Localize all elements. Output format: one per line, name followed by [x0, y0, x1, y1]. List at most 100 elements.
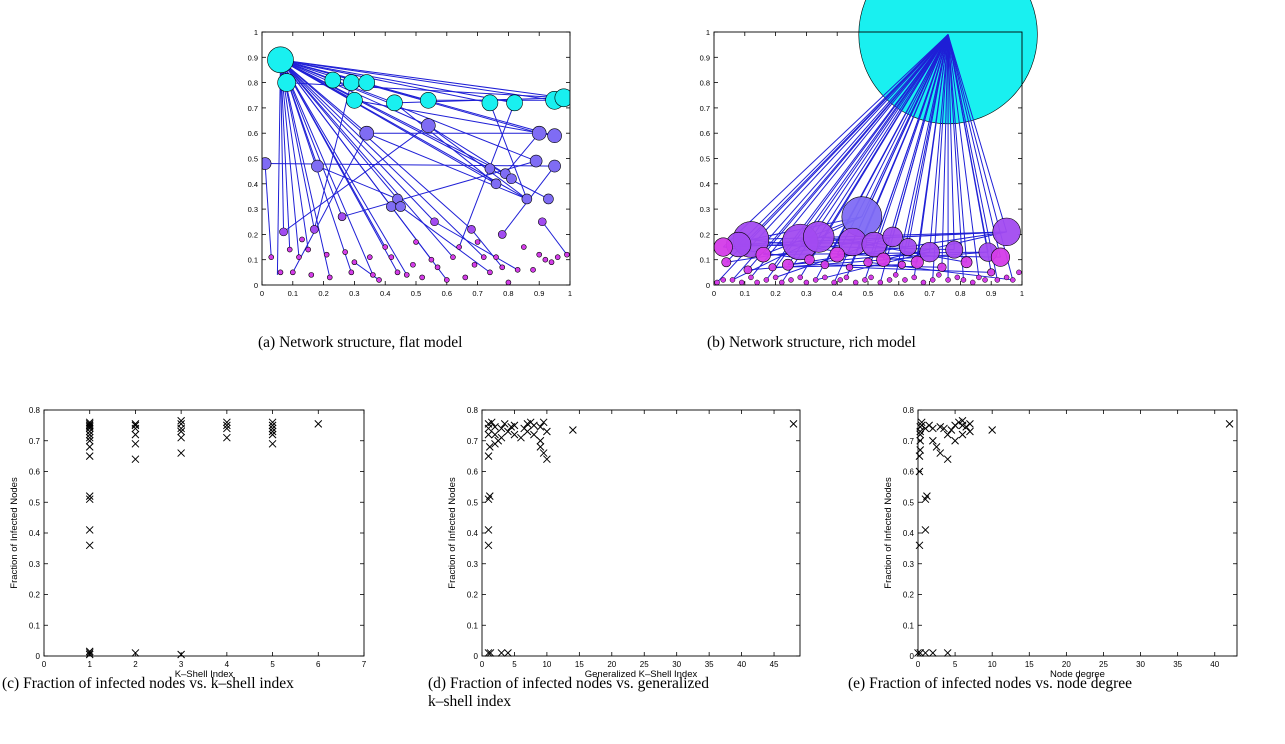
- network-node: [403, 272, 410, 278]
- y-tick-label: 0.5: [700, 155, 710, 164]
- network-edge: [280, 59, 491, 104]
- network-node: [326, 274, 333, 281]
- y-tick-label: 0.9: [248, 53, 258, 62]
- x-tick-label: 15: [575, 660, 584, 669]
- x-tick-label: 0.3: [349, 289, 359, 298]
- network-edge: [818, 34, 949, 238]
- network-edge: [280, 59, 386, 248]
- y-tick-label: 0.1: [248, 256, 258, 265]
- x-tick-label: 25: [1099, 660, 1108, 669]
- data-point-marker: [569, 426, 577, 434]
- network-node: [772, 274, 779, 281]
- network-node: [323, 251, 330, 258]
- data-point-marker: [923, 492, 931, 500]
- plot-frame: [43, 409, 365, 657]
- network-edge: [489, 168, 549, 200]
- data-point-marker: [268, 430, 277, 439]
- network-node: [843, 274, 850, 281]
- x-tick-label: 0: [260, 289, 264, 298]
- x-tick-label: 7: [362, 660, 367, 669]
- x-tick-label: 0: [916, 660, 921, 669]
- network-edge: [265, 163, 555, 167]
- data-point-marker: [539, 449, 548, 457]
- network-node: [413, 239, 419, 245]
- network-edge: [815, 251, 930, 281]
- data-point-marker: [268, 421, 277, 430]
- data-point-marker: [487, 418, 496, 427]
- network-node: [262, 157, 272, 170]
- data-point-marker: [504, 427, 512, 436]
- network-node: [876, 252, 891, 267]
- y-tick-label: 0.4: [29, 529, 41, 538]
- data-point-marker: [915, 452, 924, 460]
- x-tick-label: 0.9: [986, 289, 996, 298]
- y-tick-label: 0.6: [29, 468, 41, 477]
- network-edge: [317, 165, 398, 200]
- data-point-marker: [988, 426, 997, 434]
- y-tick-label: 0.6: [248, 129, 258, 138]
- network-edge: [722, 34, 949, 248]
- network-edge: [400, 206, 491, 273]
- network-edge: [787, 231, 1007, 266]
- network-node: [529, 154, 543, 168]
- network-node: [394, 269, 401, 276]
- y-tick-label: 0.1: [903, 621, 915, 630]
- network-node: [428, 256, 435, 263]
- network-edge: [280, 59, 555, 137]
- network-node: [937, 262, 947, 272]
- caption-d-line1: (d) Fraction of infected nodes vs. gener…: [428, 675, 710, 692]
- network-node: [471, 261, 478, 268]
- network-edge: [725, 34, 949, 263]
- network-node: [305, 246, 312, 253]
- network-node: [548, 259, 555, 266]
- y-tick-label: 0.1: [700, 256, 710, 265]
- network-node: [542, 256, 549, 263]
- network-node: [987, 268, 996, 277]
- network-node: [277, 73, 296, 92]
- network-edge: [280, 59, 528, 200]
- network-node: [1016, 269, 1022, 276]
- data-point-marker: [966, 419, 974, 428]
- network-node: [311, 159, 324, 173]
- y-tick-label: 0.4: [700, 180, 710, 189]
- y-tick-label: 0.4: [467, 529, 479, 538]
- y-tick-label: 0.5: [29, 498, 41, 507]
- network-node: [729, 277, 736, 283]
- network-node: [386, 201, 397, 212]
- data-point-marker: [928, 424, 937, 433]
- network-node: [419, 274, 425, 281]
- plot-frame: [917, 409, 1238, 657]
- x-tick-label: 10: [542, 660, 551, 669]
- network-node: [763, 277, 770, 283]
- network-node: [845, 263, 854, 271]
- y-tick-label: 0.1: [29, 621, 41, 630]
- data-point-marker: [936, 449, 945, 457]
- data-point-marker: [500, 419, 509, 428]
- x-tick-label: 0.6: [894, 289, 904, 298]
- network-node: [837, 277, 844, 283]
- network-edge: [504, 132, 540, 175]
- data-point-marker: [491, 423, 499, 431]
- x-tick-label: 25: [640, 660, 649, 669]
- network-edge: [947, 34, 1001, 258]
- network-node: [797, 274, 803, 281]
- network-edge: [747, 34, 949, 271]
- caption-c: (c) Fraction of infected nodes vs. k–she…: [2, 675, 294, 692]
- y-tick-label: 0.2: [29, 591, 41, 600]
- node-degree-scatter-plot: 0 5 10 15 20 25 30 35 40 0 0.1 0.2 0.3 0.4 0.5 0.6 0.7 0.…: [883, 406, 1238, 680]
- data-point-marker: [536, 423, 545, 431]
- network-node: [1010, 277, 1016, 283]
- network-edge: [541, 221, 568, 255]
- data-point-marker: [85, 433, 94, 442]
- data-point-marker: [314, 419, 323, 428]
- data-point-marker: [530, 430, 538, 439]
- x-tick-label: 0: [42, 660, 47, 669]
- y-tick-label: 0.7: [700, 104, 710, 113]
- network-node: [768, 263, 777, 272]
- x-tick-label: 30: [1136, 660, 1145, 669]
- y-tick-label: 0: [36, 652, 41, 661]
- data-point-marker: [268, 439, 277, 448]
- network-node: [803, 279, 810, 286]
- x-tick-label: 0: [712, 289, 716, 298]
- network-edge: [292, 132, 368, 273]
